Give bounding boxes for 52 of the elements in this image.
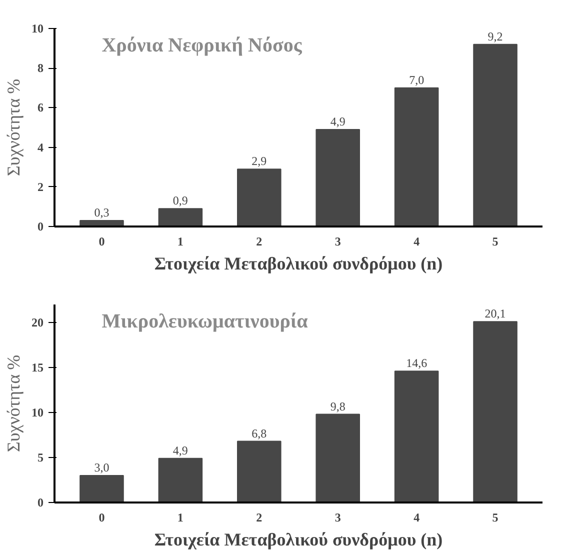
bar <box>80 475 124 502</box>
data-label: 7,0 <box>409 72 424 87</box>
bar <box>316 414 360 502</box>
x-axis-title: Στοιχεία Μεταβολικού συνδρόμου (n) <box>154 254 443 274</box>
data-label: 0,3 <box>94 206 110 220</box>
data-label: 0,9 <box>172 194 188 208</box>
data-label: 9,8 <box>330 399 346 414</box>
x-tick-label: 1 <box>177 234 184 248</box>
bar <box>473 321 518 502</box>
y-tick-label: 5 <box>38 450 44 464</box>
x-tick-label: 4 <box>414 234 420 248</box>
y-tick-label: 10 <box>32 22 44 36</box>
x-tick-label: 0 <box>98 510 105 524</box>
y-tick-label: 6 <box>38 100 44 115</box>
data-label: 9,2 <box>488 29 503 44</box>
chart-title: Μικρολευκωματινουρία <box>102 310 308 332</box>
bar <box>394 370 439 502</box>
bar <box>394 87 439 226</box>
data-label: 4,9 <box>330 114 346 128</box>
x-tick-label: 0 <box>98 234 105 248</box>
data-label: 2,9 <box>252 154 267 168</box>
data-label: 4,9 <box>172 443 188 458</box>
data-label: 14,6 <box>406 356 428 370</box>
data-label: 3,0 <box>94 460 110 474</box>
x-tick-label: 5 <box>492 510 498 524</box>
bar <box>237 440 282 502</box>
x-tick-label: 1 <box>177 510 184 524</box>
x-tick-label: 2 <box>256 234 262 248</box>
bar <box>237 168 282 226</box>
y-tick-label: 8 <box>38 61 44 76</box>
x-tick-label: 2 <box>256 510 262 524</box>
chart-title: Χρόνια Νεφρική Νόσος <box>102 34 302 56</box>
x-tick-label: 3 <box>334 510 341 524</box>
y-tick-label: 0 <box>38 496 44 510</box>
y-tick-label: 20 <box>32 316 44 330</box>
y-axis-title: Συχνότητα % <box>4 354 24 452</box>
y-tick-label: 0 <box>38 220 44 234</box>
bar <box>158 458 203 502</box>
x-tick-label: 3 <box>334 234 341 248</box>
bar <box>316 128 360 226</box>
x-tick-label: 5 <box>492 234 498 248</box>
bar <box>473 44 518 226</box>
data-label: 20,1 <box>484 306 506 321</box>
bar <box>158 208 203 226</box>
y-tick-label: 2 <box>38 180 44 194</box>
y-axis-title: Συχνότητα % <box>4 78 24 176</box>
y-tick-label: 15 <box>32 360 44 374</box>
y-tick-label: 10 <box>32 406 44 420</box>
x-tick-label: 4 <box>414 510 420 524</box>
x-axis-title: Στοιχεία Μεταβολικού συνδρόμου (n) <box>154 530 443 550</box>
y-tick-label: 4 <box>38 140 44 154</box>
data-label: 6,8 <box>252 426 267 440</box>
